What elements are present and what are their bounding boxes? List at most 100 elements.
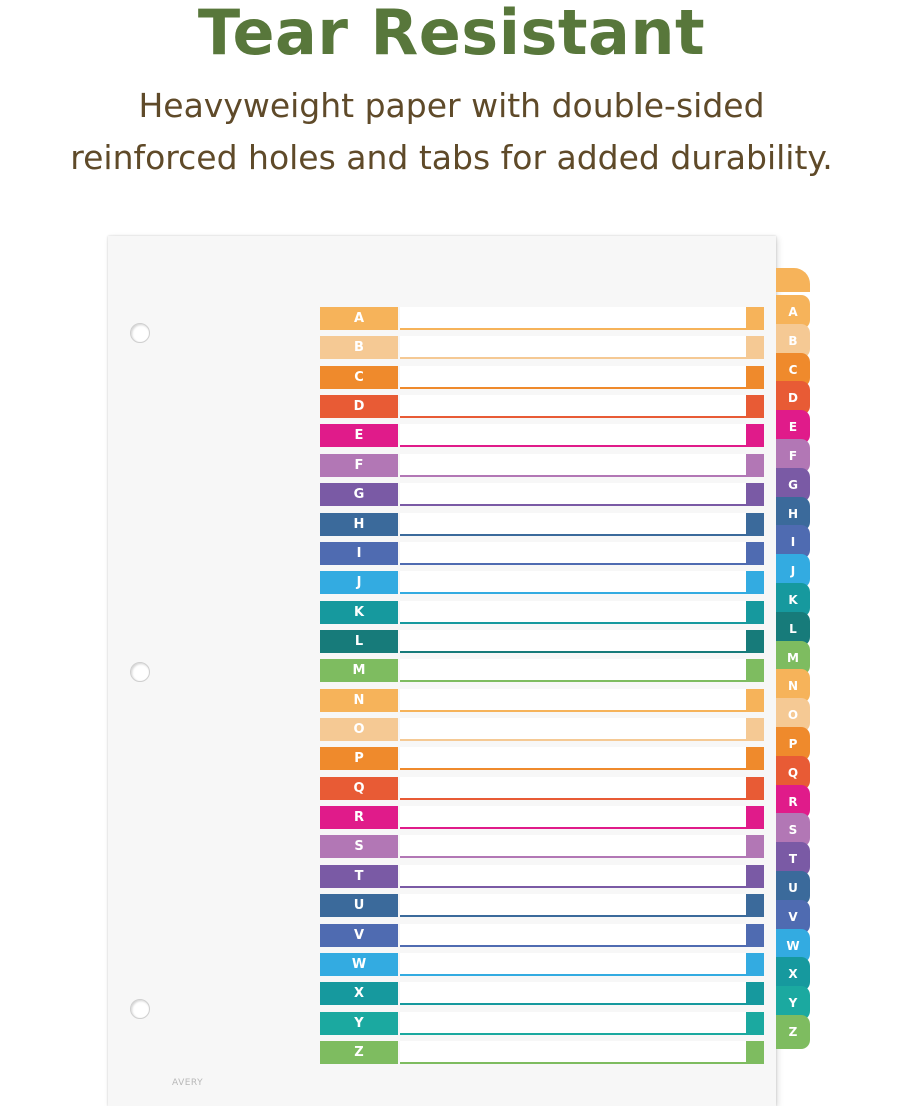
index-row: K [320, 600, 764, 624]
side-tab: T [776, 842, 810, 877]
index-row-writing-field [400, 600, 762, 622]
index-row-rule [400, 944, 764, 947]
index-row: G [320, 483, 764, 507]
side-tab: C [776, 352, 810, 387]
index-row-writing-field [400, 541, 762, 563]
index-row-rule [400, 1062, 764, 1064]
side-tab: Y [776, 986, 810, 1021]
index-row-label: G [320, 483, 398, 507]
index-row-writing-field [400, 365, 762, 387]
index-row: D [320, 395, 764, 419]
index-row-label: D [320, 395, 398, 419]
index-row-writing-field [400, 571, 762, 593]
side-tab: N [776, 669, 810, 704]
index-row: X [320, 982, 764, 1006]
side-tab: V [776, 899, 810, 934]
index-row-writing-field [400, 952, 762, 974]
index-row-writing-field [400, 923, 762, 945]
index-row-writing-field [400, 512, 762, 534]
index-row-endcap [746, 747, 764, 771]
index-row: L [320, 629, 764, 653]
index-row: F [320, 453, 764, 477]
index-row-endcap [746, 453, 764, 477]
index-row-label: O [320, 718, 398, 742]
index-row: B [320, 336, 764, 360]
side-tab: L [776, 611, 810, 646]
index-row-rule [400, 680, 764, 683]
index-row-label: J [320, 571, 398, 595]
index-row-rule [400, 328, 764, 330]
index-row-label: S [320, 835, 398, 859]
index-row: T [320, 864, 764, 888]
side-tab: P [776, 727, 810, 761]
index-row-writing-field [400, 894, 762, 916]
side-tab: K [776, 583, 810, 617]
index-row: S [320, 835, 764, 859]
punch-hole-icon [130, 999, 150, 1019]
index-row-label: Y [320, 1011, 398, 1035]
subheadline-line-1: Heavyweight paper with double-sided [138, 86, 765, 125]
index-row-rule [400, 739, 764, 742]
headline: Tear Resistant [197, 0, 706, 69]
index-row-rule [400, 768, 764, 771]
index-row-writing-field [400, 659, 762, 681]
index-row-endcap [746, 600, 764, 624]
index-row-endcap [746, 806, 764, 830]
side-tab: G [776, 467, 810, 502]
index-row-label: C [320, 365, 398, 389]
index-row: P [320, 747, 764, 771]
index-row-endcap [746, 483, 764, 507]
index-row-label: P [320, 747, 398, 771]
brand-logo: AVERY [172, 1078, 204, 1088]
index-row-endcap [746, 307, 764, 330]
index-row-label: W [320, 952, 398, 976]
index-row-rule [400, 827, 764, 830]
side-tab: R [776, 784, 810, 819]
index-row-rule [400, 592, 764, 595]
index-row-label: V [320, 923, 398, 947]
index-row-label: I [320, 541, 398, 565]
side-tab: O [776, 698, 810, 733]
index-row-rule [400, 386, 764, 389]
index-row-writing-field [400, 424, 762, 446]
side-tab: H [776, 496, 810, 531]
index-row-endcap [746, 1011, 764, 1035]
side-tab: Z [776, 1015, 810, 1049]
index-row-rule [400, 474, 764, 477]
index-row: Q [320, 776, 764, 800]
index-row: W [320, 952, 764, 976]
index-row-rule [400, 709, 764, 712]
index-row-rule [400, 562, 764, 565]
index-row-label: M [320, 659, 398, 683]
index-row-label: R [320, 806, 398, 830]
index-row-rule [400, 445, 764, 448]
index-row-writing-field [400, 336, 762, 358]
index-row-endcap [746, 952, 764, 976]
index-row: C [320, 365, 764, 389]
index-row-label: T [320, 864, 398, 888]
index-row-label: N [320, 688, 398, 712]
side-tab: U [776, 871, 810, 905]
index-row-endcap [746, 541, 764, 565]
index-row-rule [400, 1032, 764, 1035]
index-row-writing-field [400, 307, 762, 328]
index-row-endcap [746, 629, 764, 653]
punch-hole-icon [130, 662, 150, 682]
index-row-rule [400, 856, 764, 859]
index-row-endcap [746, 365, 764, 389]
index-row-writing-field [400, 806, 762, 828]
index-row-endcap [746, 982, 764, 1006]
index-row-writing-field [400, 688, 762, 710]
index-row-rule [400, 504, 764, 507]
index-row: V [320, 923, 764, 947]
index-row-writing-field [400, 835, 762, 857]
index-row-rule [400, 1003, 764, 1006]
side-tab: E [776, 410, 810, 445]
index-row-endcap [746, 688, 764, 712]
index-row-label: Q [320, 776, 398, 800]
index-row: Z [320, 1041, 764, 1064]
index-row-rule [400, 915, 764, 918]
index-row-endcap [746, 395, 764, 419]
index-row-rule [400, 650, 764, 653]
index-row: J [320, 571, 764, 595]
